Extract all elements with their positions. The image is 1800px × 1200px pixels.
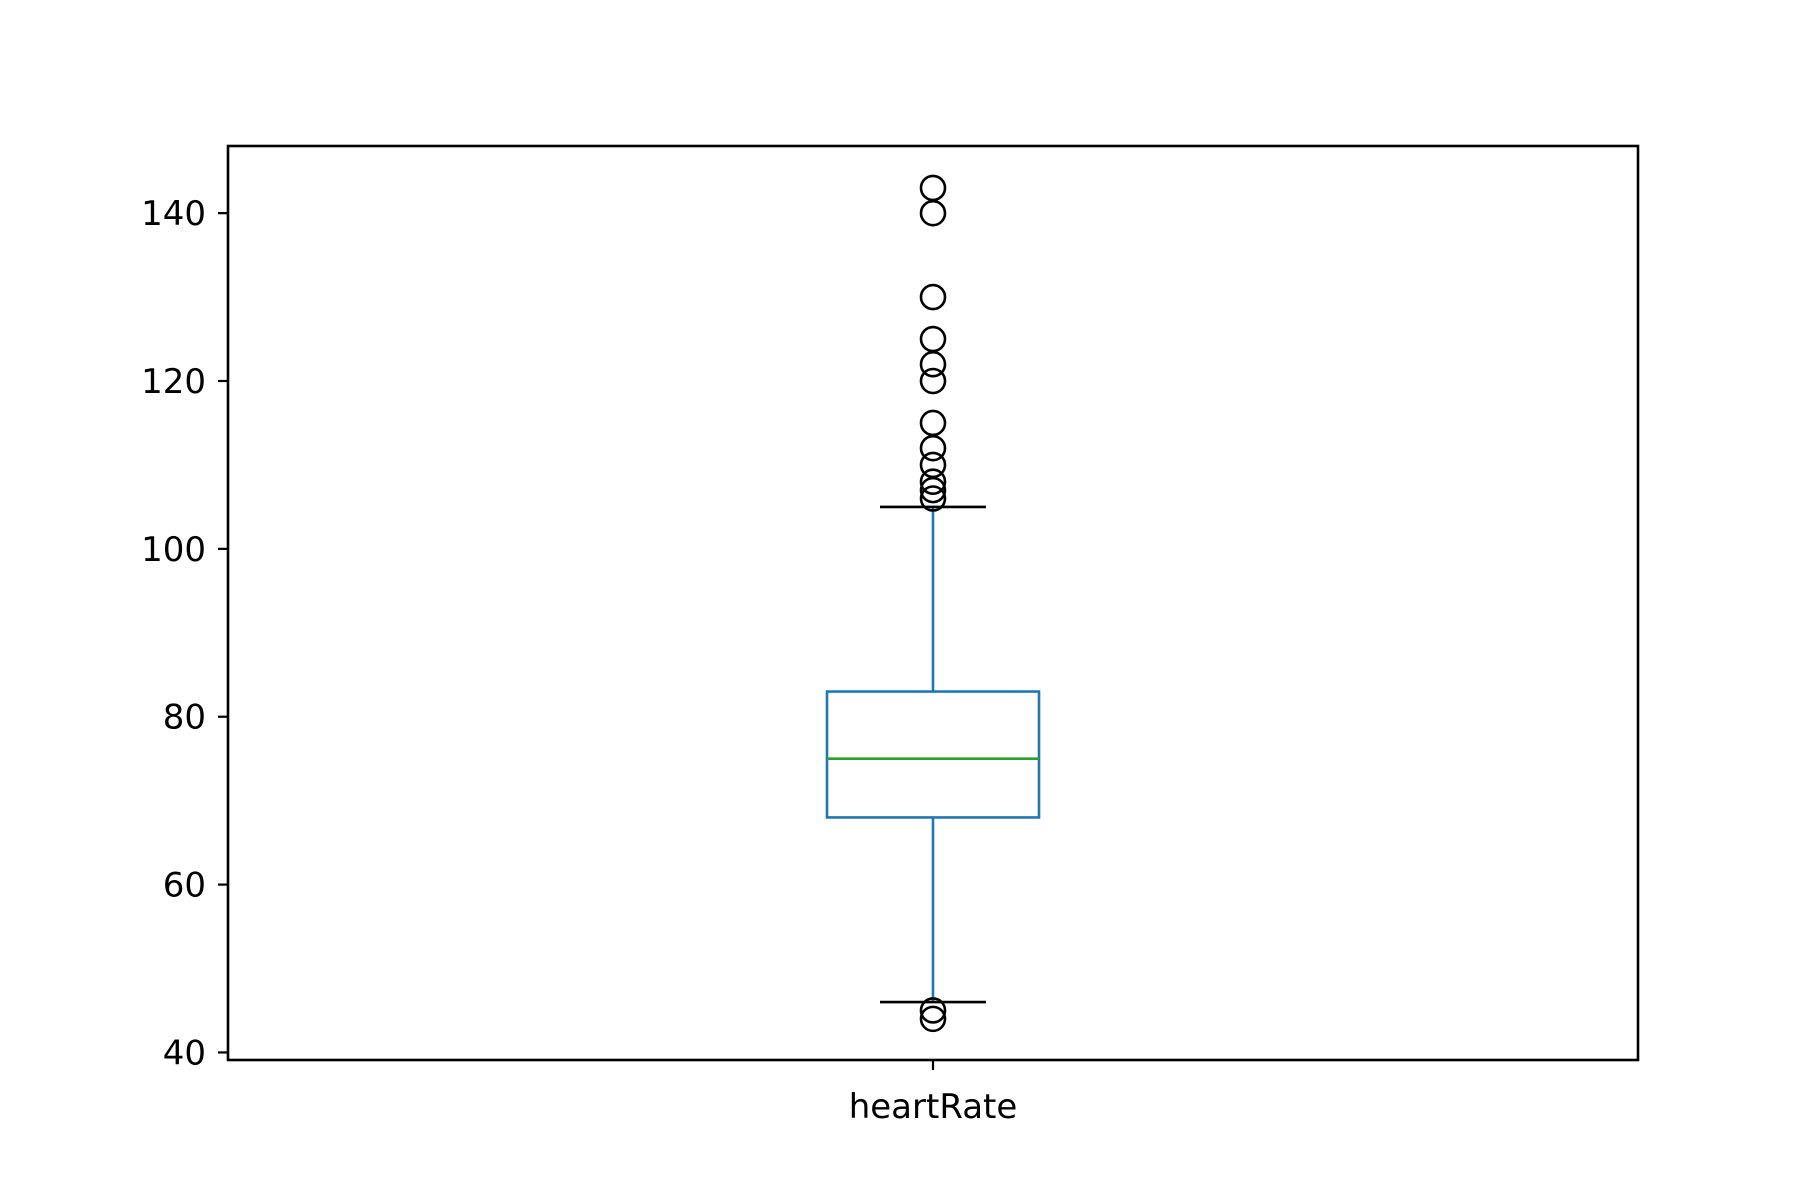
outlier-point <box>919 434 947 462</box>
outlier-point <box>919 367 947 395</box>
plot-elements <box>825 174 1041 1033</box>
y-tick-label: 100 <box>141 530 206 570</box>
outlier-point <box>919 1005 947 1033</box>
y-tick-label: 60 <box>163 866 206 906</box>
outlier-point <box>919 997 947 1024</box>
outlier-point <box>919 350 947 378</box>
outlier-point <box>919 199 947 227</box>
plot-area-frame <box>226 144 1640 1062</box>
x-tick-label: heartRate <box>849 1087 1018 1127</box>
outlier-point <box>919 468 947 496</box>
y-tick-label: 80 <box>163 698 206 738</box>
y-tick-label: 140 <box>141 194 206 234</box>
outlier-point <box>919 476 947 504</box>
y-axis: 40 60 80 100 120 140 <box>141 194 228 1073</box>
y-tick-label: 40 <box>163 1033 206 1073</box>
x-axis: heartRate <box>849 1060 1018 1127</box>
outlier-point <box>919 283 947 311</box>
outlier-point <box>919 485 947 512</box>
interquartile-box <box>825 690 1041 819</box>
y-tick-label: 120 <box>141 362 206 402</box>
